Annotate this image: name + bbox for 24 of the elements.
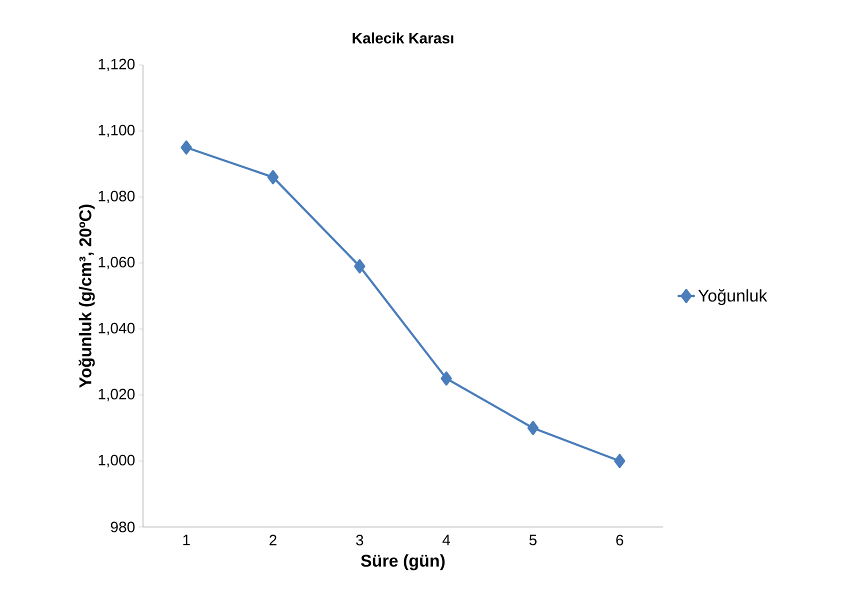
y-tick-label: 1,020 <box>98 388 135 402</box>
point <box>354 259 366 274</box>
x-tick-label: 6 <box>616 534 624 546</box>
x-tick-label: 3 <box>356 534 364 546</box>
y-tick-label: 1,080 <box>98 190 135 204</box>
y-tick-label: 1,120 <box>98 58 135 72</box>
y-tick-label: 980 <box>110 522 135 532</box>
x-axis-title: Süre (gün) <box>360 554 445 570</box>
x-tick-label: 5 <box>529 534 537 546</box>
point <box>440 371 452 386</box>
point <box>527 420 539 436</box>
x-tick-label: 4 <box>442 534 450 546</box>
x-tick-label: 1 <box>183 534 190 546</box>
chart-title: Kalecik Karası <box>352 32 454 44</box>
point <box>180 140 192 155</box>
y-tick-label: 1,040 <box>98 322 135 336</box>
y-tick-label: 1,060 <box>98 256 135 270</box>
y-axis-title: Yoğunluk (g/cm³, 20ºC) <box>78 204 95 388</box>
point <box>614 454 626 468</box>
y-tick-label: 1,100 <box>98 124 135 138</box>
x-tick-label: 2 <box>270 534 276 546</box>
point <box>267 170 279 184</box>
y-tick-label: 1,000 <box>98 454 135 468</box>
legend-label: Yoğunluk <box>698 288 768 306</box>
